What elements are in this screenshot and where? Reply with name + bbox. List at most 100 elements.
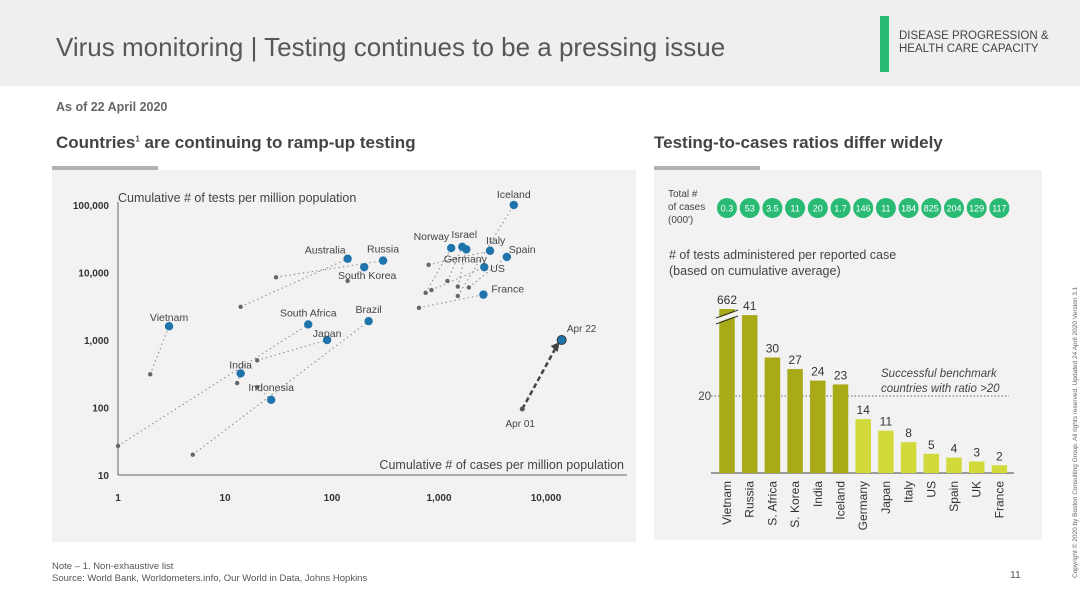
section-tag-line2: HEALTH CARE CAPACITY [899, 43, 1039, 55]
bar-value-label: 4 [951, 442, 958, 456]
left-subtitle-rule [52, 166, 158, 170]
total-cases-value: 204 [946, 204, 961, 214]
start-point [345, 278, 350, 284]
current-point [164, 322, 174, 331]
trend-line [468, 256, 508, 288]
bar-value-label: 23 [834, 368, 848, 382]
bar-value-label: 41 [743, 299, 757, 313]
bar [946, 457, 962, 473]
category-label: Spain [947, 481, 961, 512]
country-label: Indonesia [248, 382, 294, 394]
scatter-chart: 10 100 1,000 10,000 100,000 1 10 100 1,000 10,000… [73, 189, 627, 504]
bar [832, 384, 849, 473]
total-cases-circle [875, 198, 896, 218]
bar-value-label: 14 [857, 403, 871, 417]
start-point [426, 262, 431, 268]
current-point [502, 252, 511, 262]
total-cases-circle [830, 198, 851, 218]
axis-break-gap [715, 311, 739, 323]
bar-value-label: 3 [973, 445, 980, 459]
current-point [485, 246, 495, 255]
bar [923, 453, 940, 473]
total-cases-value: 184 [901, 204, 916, 214]
country-label: France [491, 284, 524, 296]
benchmark-text: Successful benchmark [881, 368, 998, 380]
current-point [509, 200, 518, 210]
category-label: France [992, 481, 1006, 519]
x-tick-label: 1,000 [426, 493, 451, 504]
total-cases-circle [944, 198, 964, 218]
current-point [304, 320, 313, 329]
page-title: Virus monitoring | Testing continues to … [56, 32, 726, 62]
bar-value-label: 662 [717, 293, 737, 307]
arrow-end-point [556, 335, 567, 345]
category-label: Japan [879, 481, 893, 514]
as-of-date: As of 22 April 2020 [56, 100, 168, 114]
bar-value-label: 8 [905, 426, 912, 440]
right-subtitle-rule [654, 166, 760, 170]
arrow-shaft [521, 347, 557, 410]
page-number: 11 [1010, 569, 1021, 581]
current-point [266, 395, 276, 405]
arrow-head [550, 342, 560, 352]
right-subtitle: Testing-to-cases ratios differ widely [654, 133, 943, 152]
footnote-source: Source: World Bank, Worldometers.info, O… [52, 573, 368, 584]
start-point [190, 452, 195, 457]
current-point [322, 335, 332, 345]
start-point [115, 443, 121, 449]
total-cases-value: 129 [969, 204, 984, 214]
trend-line [240, 258, 348, 308]
start-point [455, 284, 461, 289]
country-label: South Korea [338, 270, 397, 282]
total-cases-value: 11 [881, 204, 890, 214]
current-point [364, 316, 373, 326]
country-label: India [229, 359, 252, 371]
total-cases-circle [853, 198, 874, 218]
bar-value-label: 24 [811, 365, 825, 379]
start-point [445, 278, 450, 284]
bar [991, 465, 1008, 473]
country-label: Norway [414, 231, 450, 243]
country-label: Italy [486, 235, 506, 247]
left-subtitle: Countries1 are continuing to ramp-up tes… [56, 133, 416, 153]
category-label: Vietnam [720, 481, 734, 525]
scatter-panel: 10 100 1,000 10,000 100,000 1 10 100 1,000 10,000… [52, 170, 636, 542]
category-label: Italy [902, 481, 916, 503]
country-label: Spain [509, 244, 536, 256]
current-point [446, 243, 456, 253]
bar-value-label: 30 [766, 342, 780, 356]
current-point [236, 369, 245, 378]
category-label: Germany [856, 481, 870, 530]
total-cases-value: 3.5 [766, 204, 779, 214]
start-point [255, 384, 260, 390]
bar-value-label: 11 [880, 415, 893, 429]
total-cases-value: 53 [745, 204, 755, 214]
total-cases-circle [762, 198, 783, 218]
total-cases-circle [717, 198, 737, 218]
copyright-notice: Copyright © 2020 by Boston Consulting Gr… [1072, 286, 1079, 578]
trend-line [256, 386, 272, 401]
start-point [273, 275, 279, 280]
total-cases-circle [898, 198, 919, 218]
trend-line [149, 326, 170, 375]
y-axis-title: Cumulative # of tests per million popula… [118, 191, 356, 205]
total-cases-value: 20 [813, 204, 823, 214]
total-cases-label: Total # [668, 189, 698, 200]
benchmark-value-label: 20 [698, 391, 711, 403]
start-point [455, 293, 461, 299]
section-tag: DISEASE PROGRESSION & HEALTH CARE CAPACI… [899, 30, 1069, 56]
y-tick-label: 100,000 [73, 201, 110, 212]
country-label: Iceland [497, 189, 531, 201]
left-subtitle-rest: are continuing to ramp-up testing [139, 133, 416, 152]
total-cases-circle [966, 198, 987, 218]
bar [787, 369, 803, 473]
bar [855, 419, 871, 473]
y-tick-label: 10 [98, 471, 110, 482]
category-label: S. Africa [765, 481, 779, 526]
axis-break-mark [715, 315, 739, 325]
country-label: Israel [451, 229, 477, 241]
country-label: Brazil [356, 304, 382, 316]
bar [741, 315, 758, 473]
arrow-start-label: Apr 01 [506, 419, 536, 430]
start-point [234, 380, 240, 386]
